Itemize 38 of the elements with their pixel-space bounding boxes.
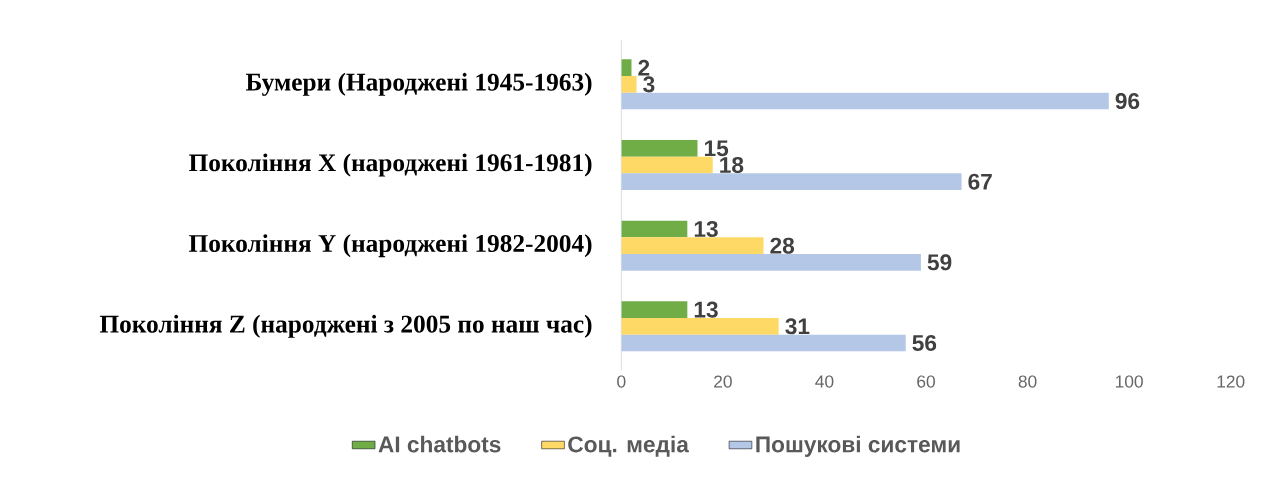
data-label: 67: [968, 173, 992, 190]
bar: [621, 76, 637, 93]
x-tick-label: 20: [714, 375, 732, 388]
bar: [621, 334, 906, 352]
data-label: 15: [704, 140, 729, 157]
bar: [621, 237, 764, 254]
data-label: 28: [770, 237, 795, 254]
data-label: 59: [927, 254, 952, 271]
bar: [621, 140, 698, 157]
bar: [621, 173, 962, 191]
data-label: 18: [720, 156, 744, 174]
y-tick-label: Покоління X (народжені 1961-1981): [189, 153, 592, 177]
bar: [621, 254, 921, 271]
data-label: 13: [694, 301, 718, 318]
legend-label: Пошукові системи: [756, 435, 960, 457]
legend-label: Соц. медіа: [568, 435, 689, 457]
data-label: 13: [694, 220, 718, 238]
data-label: 56: [912, 334, 937, 352]
data-label: 2: [638, 59, 650, 76]
bar: [621, 301, 688, 318]
data-label: 31: [785, 318, 810, 335]
bar: [621, 317, 779, 335]
y-tick-label: Покоління Y (народжені 1982-2004): [189, 234, 592, 258]
data-label: 3: [643, 76, 655, 93]
x-tick-label: 60: [917, 375, 935, 388]
bar: [621, 156, 713, 174]
x-tick-label: 0: [617, 375, 626, 388]
bar: [621, 92, 1109, 110]
y-tick-label: Покоління Z (народжені з 2005 по наш час): [99, 314, 592, 338]
x-tick-label: 80: [1018, 375, 1037, 388]
bar: [621, 220, 688, 238]
y-tick-label: Бумери (Народжені 1945-1963): [245, 72, 592, 96]
bar: [621, 59, 632, 77]
x-tick-label: 40: [815, 375, 834, 388]
data-label: 96: [1115, 93, 1140, 110]
legend-label: AI chatbots: [378, 435, 501, 453]
x-tick-label: 100: [1115, 375, 1143, 388]
x-tick-label: 120: [1217, 375, 1245, 388]
